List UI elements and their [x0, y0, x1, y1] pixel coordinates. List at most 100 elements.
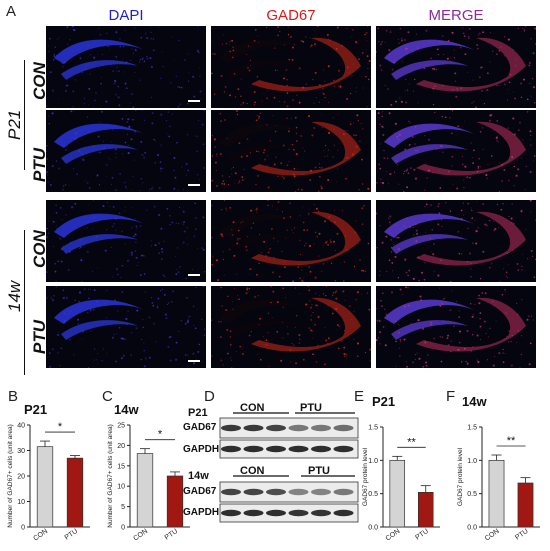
bar-con — [488, 459, 505, 528]
wb-band — [333, 488, 354, 496]
x-tick-label: PTU — [414, 528, 429, 542]
y-tick-label: 10 — [117, 484, 125, 491]
micrograph-merge-row4 — [376, 286, 536, 368]
bar-con — [389, 459, 406, 528]
bar-ptu — [166, 475, 184, 528]
group-bracket-p21 — [24, 60, 26, 170]
significance-marker: ** — [507, 435, 516, 447]
wb-14w-ptu-label: PTU — [308, 465, 330, 477]
wb-p21-gapdh-label: GAPDH — [183, 444, 220, 455]
scale-bar — [188, 184, 200, 186]
y-tick-label: 0.0 — [368, 525, 378, 532]
wb-band — [311, 509, 331, 517]
panel-label-f: F — [446, 388, 456, 405]
column-header-gad67: GAD67 — [266, 7, 316, 24]
chart-e-bar: 0.0 0.5 1.0 1.5 GAD67 protein level CON PTU ** — [362, 425, 440, 543]
y-tick-label: 0.0 — [467, 525, 477, 532]
column-header-merge: MERGE — [428, 7, 484, 24]
bar-con — [136, 453, 154, 528]
y-tick-label: 1.5 — [467, 425, 477, 432]
chart-c-title: 14w — [114, 402, 139, 417]
wb-band — [288, 509, 309, 517]
wb-band — [288, 424, 309, 432]
wb-band — [243, 488, 264, 496]
wb-band — [266, 509, 286, 517]
panel-label-d: D — [204, 388, 215, 405]
x-tick-label: CON — [385, 528, 402, 543]
micrograph-gad67-row1 — [211, 26, 371, 108]
micrograph-merge-row3 — [376, 200, 536, 282]
micrograph-dapi-row4 — [46, 286, 206, 368]
micrograph-gad67-row3 — [211, 200, 371, 282]
panel-label-c: C — [102, 388, 113, 405]
significance-marker: * — [58, 421, 63, 433]
y-axis-label: GAD67 protein level — [457, 447, 464, 506]
y-tick-label: 20 — [17, 474, 25, 481]
wb-band — [221, 488, 241, 496]
bar-con — [36, 446, 54, 528]
micrograph-dapi-row2 — [46, 110, 206, 192]
wb-band — [243, 445, 264, 453]
group-label-14w: 14w — [5, 280, 24, 312]
bar-ptu — [517, 482, 534, 528]
micrograph-gad67-row4 — [211, 286, 371, 368]
wb-band — [266, 445, 286, 453]
y-tick-label: 1.0 — [467, 458, 477, 465]
scale-bar — [188, 100, 200, 102]
micrograph-dapi-row1 — [46, 26, 206, 108]
wb-band — [333, 445, 354, 453]
significance-marker: ** — [407, 436, 416, 448]
y-tick-label: 1.5 — [368, 425, 378, 432]
micrograph-merge-row1 — [376, 26, 536, 108]
wb-band — [266, 424, 286, 432]
y-tick-label: 0.5 — [368, 491, 378, 498]
micrograph-gad67-row2 — [211, 110, 371, 192]
chart-e-title: P21 — [372, 394, 396, 409]
wb-band — [288, 445, 309, 453]
y-tick-label: 0 — [21, 525, 25, 532]
chart-f-title: 14w — [462, 394, 487, 409]
wb-band — [288, 488, 309, 496]
y-tick-label: 20 — [117, 443, 125, 450]
y-tick-label: 30 — [17, 448, 25, 455]
western-blot — [219, 412, 359, 523]
wb-band — [221, 445, 241, 453]
wb-band — [311, 424, 331, 432]
y-tick-label: 40 — [17, 423, 25, 430]
wb-14w-gad67-label: GAD67 — [183, 486, 217, 497]
micrograph-merge-row2 — [376, 110, 536, 192]
x-tick-label: CON — [32, 528, 49, 543]
wb-14w-title: 14w — [188, 470, 209, 482]
wb-band — [311, 445, 331, 453]
wb-14w-con-label: CON — [240, 465, 265, 477]
scale-bar — [188, 274, 200, 276]
scale-bar — [188, 360, 200, 362]
y-tick-label: 10 — [17, 499, 25, 506]
wb-band — [333, 424, 354, 432]
panel-label-b: B — [8, 388, 19, 405]
wb-band — [266, 488, 286, 496]
chart-f-bar: 0.0 0.5 1.0 1.5 GAD67 protein level CON PTU ** — [457, 425, 540, 543]
wb-band — [221, 424, 241, 432]
wb-band — [243, 424, 264, 432]
panel-label-e: E — [354, 388, 365, 405]
x-tick-label: CON — [484, 528, 501, 543]
bar-ptu — [66, 457, 84, 528]
y-tick-label: 5 — [121, 504, 125, 511]
wb-band — [311, 488, 331, 496]
y-axis-label: GAD67 protein level — [362, 447, 369, 506]
x-tick-label: CON — [132, 528, 149, 543]
wb-band — [243, 509, 264, 517]
bar-ptu — [417, 491, 434, 528]
wb-p21-title: P21 — [188, 407, 208, 419]
panel-label-a: A — [6, 3, 17, 20]
significance-marker: * — [158, 429, 163, 441]
y-tick-label: 0 — [121, 525, 125, 532]
x-tick-label: PTU — [514, 528, 529, 542]
group-bracket-14w — [24, 230, 26, 375]
wb-p21-ptu-label: PTU — [300, 402, 322, 414]
column-header-dapi: DAPI — [108, 7, 144, 24]
wb-band — [221, 509, 241, 517]
